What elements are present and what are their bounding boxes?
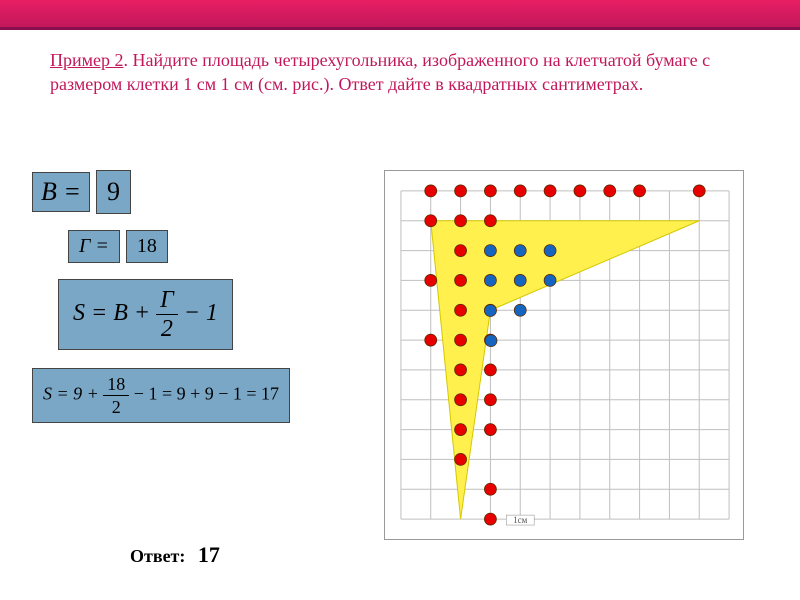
- B-label: B =: [41, 177, 81, 206]
- calc-tail: − 1 = 9 + 9 − 1 = 17: [134, 384, 279, 404]
- answer-label: Ответ:: [130, 546, 185, 566]
- formula-right: − 1: [184, 300, 218, 326]
- problem-body: . Найдите площадь четырехугольника, изоб…: [50, 50, 710, 94]
- answer-line: Ответ: 17: [130, 542, 220, 568]
- G-value: 18: [137, 235, 157, 257]
- frac-num: Γ: [156, 288, 178, 315]
- svg-text:1см: 1см: [513, 515, 527, 525]
- row-calc: S = 9 + 18 2 − 1 = 9 + 9 − 1 = 17: [32, 368, 352, 423]
- G-value-box: 18: [126, 230, 168, 263]
- problem-text: Пример 2. Найдите площадь четырехугольни…: [50, 48, 750, 97]
- formula-frac: Γ 2: [156, 288, 178, 341]
- row-G: Γ = 18: [68, 230, 352, 263]
- example-label: Пример 2: [50, 50, 124, 70]
- top-bar: [0, 0, 800, 30]
- calc-frac: 18 2: [103, 375, 129, 416]
- content-area: Пример 2. Найдите площадь четырехугольни…: [50, 48, 750, 115]
- calc-den: 2: [103, 396, 129, 416]
- G-label: Γ =: [79, 235, 109, 257]
- row-B: B = 9: [32, 170, 352, 214]
- grid-svg: 1см: [385, 171, 743, 539]
- formula-left: S = B +: [73, 300, 150, 326]
- answer-value: 17: [198, 542, 220, 567]
- B-value-box: 9: [96, 170, 131, 214]
- B-label-box: B =: [32, 172, 90, 212]
- calc-left: S = 9 +: [43, 384, 99, 404]
- grid-figure: 1см: [384, 170, 744, 540]
- B-value: 9: [107, 177, 120, 206]
- row-formula: S = B + Γ 2 − 1: [58, 279, 352, 350]
- formula-column: B = 9 Γ = 18 S = B + Γ 2 − 1 S = 9 + 18 …: [32, 170, 352, 439]
- formula-calc-box: S = 9 + 18 2 − 1 = 9 + 9 − 1 = 17: [32, 368, 290, 423]
- calc-num: 18: [103, 375, 129, 396]
- G-label-box: Γ =: [68, 230, 120, 263]
- formula-main-box: S = B + Γ 2 − 1: [58, 279, 233, 350]
- frac-den: 2: [156, 315, 178, 341]
